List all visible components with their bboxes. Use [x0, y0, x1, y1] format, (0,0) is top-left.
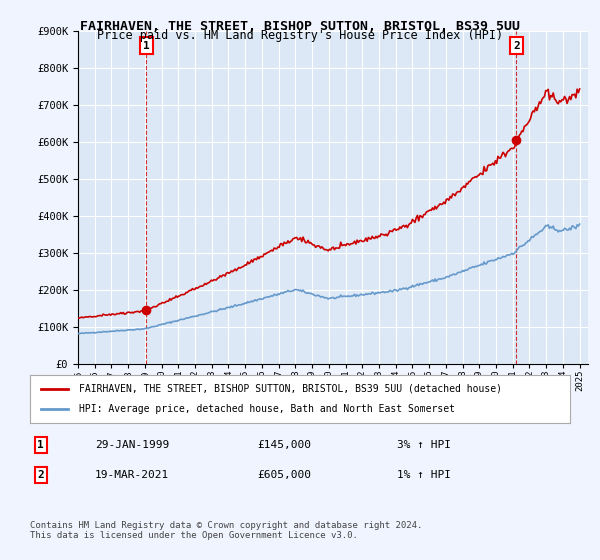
Text: 1: 1	[143, 41, 149, 50]
Text: 29-JAN-1999: 29-JAN-1999	[95, 440, 169, 450]
Text: HPI: Average price, detached house, Bath and North East Somerset: HPI: Average price, detached house, Bath…	[79, 404, 455, 414]
Text: Price paid vs. HM Land Registry's House Price Index (HPI): Price paid vs. HM Land Registry's House …	[97, 29, 503, 42]
Text: 3% ↑ HPI: 3% ↑ HPI	[397, 440, 451, 450]
Text: £145,000: £145,000	[257, 440, 311, 450]
Text: FAIRHAVEN, THE STREET, BISHOP SUTTON, BRISTOL, BS39 5UU (detached house): FAIRHAVEN, THE STREET, BISHOP SUTTON, BR…	[79, 384, 502, 394]
Text: Contains HM Land Registry data © Crown copyright and database right 2024.
This d: Contains HM Land Registry data © Crown c…	[30, 521, 422, 540]
Text: £605,000: £605,000	[257, 470, 311, 480]
Text: 19-MAR-2021: 19-MAR-2021	[95, 470, 169, 480]
Text: 2: 2	[513, 41, 520, 50]
Text: 1: 1	[37, 440, 44, 450]
Text: 1% ↑ HPI: 1% ↑ HPI	[397, 470, 451, 480]
Text: FAIRHAVEN, THE STREET, BISHOP SUTTON, BRISTOL, BS39 5UU: FAIRHAVEN, THE STREET, BISHOP SUTTON, BR…	[80, 20, 520, 32]
Text: 2: 2	[37, 470, 44, 480]
